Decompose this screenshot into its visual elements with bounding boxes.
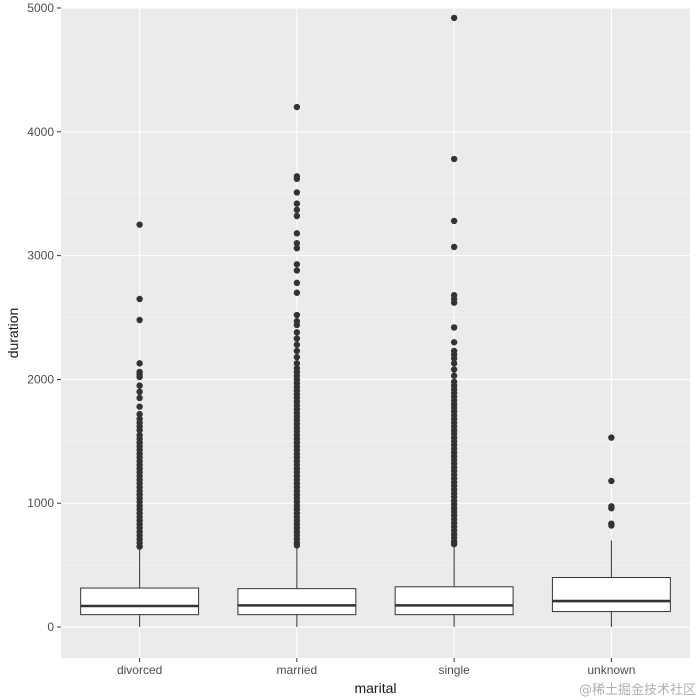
box-married [237,103,357,628]
outlier-point [136,382,143,389]
y-tick-label: 3000 [27,249,54,263]
outlier-point [450,217,458,225]
y-tick-label: 1000 [27,496,54,510]
outlier-point [293,261,301,268]
y-tick-label: 5000 [27,1,54,15]
y-axis-title: duration [5,308,21,359]
outlier-point [608,522,615,529]
outlier-point [293,240,301,247]
box-iqr [80,587,200,616]
box-iqr [394,586,514,616]
outlier-point [608,477,615,485]
outlier-point [450,372,458,379]
y-axis: 0 1000 2000 3000 4000 5000 [27,1,61,634]
y-tick-label: 0 [47,620,54,634]
x-tick-label: single [438,663,470,677]
box-unknown [551,434,671,628]
box-iqr [551,577,671,613]
outlier-point [293,230,301,237]
x-tick-label: unknown [587,663,635,677]
box-iqr [237,588,357,616]
outlier-point [293,542,301,549]
outlier-point [136,316,143,324]
outlier-point [450,299,458,306]
x-axis-title: marital [354,680,396,696]
outlier-point [293,244,301,252]
outlier-point [136,360,143,367]
outlier-point [293,200,301,207]
outlier-point [450,360,458,367]
outlier-point [136,373,143,381]
outlier-point [293,212,301,220]
outlier-point [293,335,301,342]
outlier-point [450,324,458,331]
outlier-point [293,279,301,287]
outlier-point [293,206,301,214]
outlier-point [293,353,301,361]
outlier-point [450,355,458,362]
y-tick-label: 4000 [27,125,54,139]
outlier-point [293,329,301,336]
outlier-point [450,366,458,373]
outlier-point [293,347,301,355]
outlier-point [450,339,458,346]
outlier-point [136,221,143,228]
watermark: @稀土掘金技术社区 [578,683,696,698]
outlier-point [293,341,301,348]
outlier-point [136,543,143,550]
outlier-point [136,295,143,303]
x-tick-label: married [277,663,318,677]
outlier-point [608,504,615,512]
outlier-point [293,289,301,296]
outlier-point [293,321,301,329]
outlier-point [293,267,301,274]
outlier-point [450,14,458,22]
outlier-point [608,434,615,441]
outlier-point [293,175,301,183]
outlier-point [450,540,458,548]
x-axis: divorced married single unknown [117,658,635,677]
outlier-point [136,394,143,402]
outlier-point [136,388,143,396]
outlier-point [293,189,301,196]
outlier-point [136,410,143,418]
plot-panel [61,8,690,658]
x-tick-label: divorced [117,663,162,677]
outlier-point [136,403,143,410]
boxes-layer [80,14,671,628]
box-single [394,14,514,628]
y-tick-label: 2000 [27,372,54,386]
outlier-point [450,155,458,163]
outlier-point [293,360,301,367]
box-divorced [80,221,200,628]
outlier-point [136,426,143,434]
outlier-point [293,103,301,111]
outlier-point [293,311,301,319]
outlier-point [450,243,458,251]
